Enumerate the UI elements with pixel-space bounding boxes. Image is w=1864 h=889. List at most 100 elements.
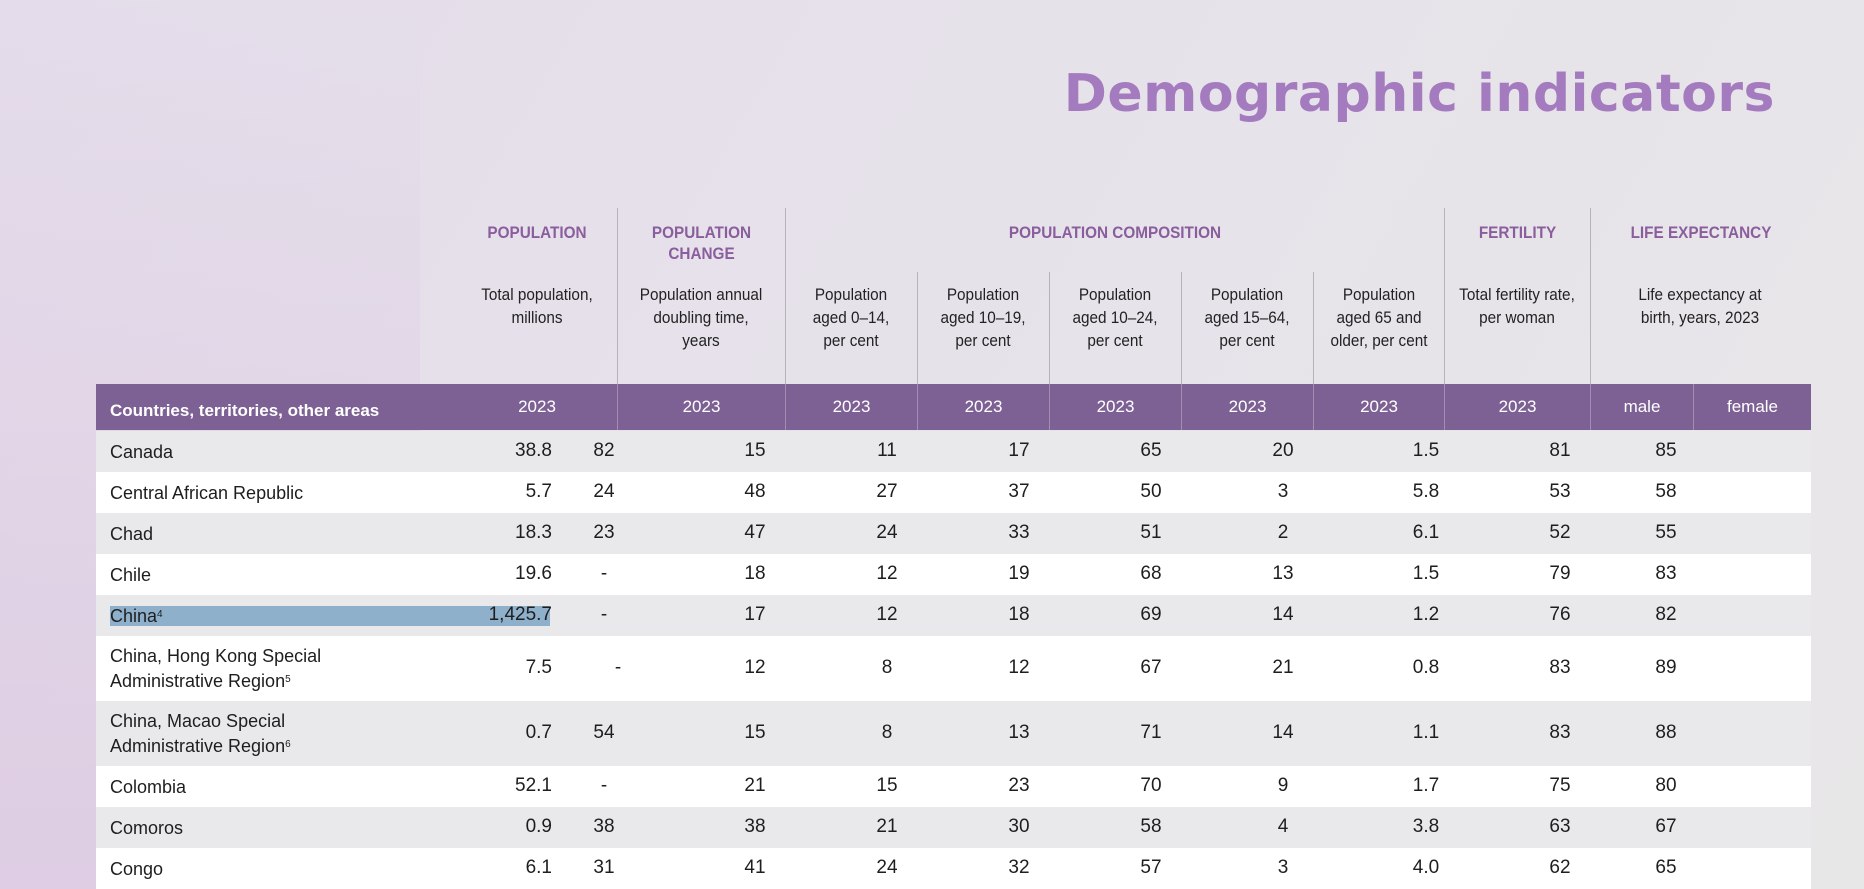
cell-total-population: 18.3: [515, 521, 552, 543]
cell-dbl: 82: [593, 439, 615, 461]
divider: [1313, 384, 1314, 430]
cell-total-population: 0.9: [525, 815, 552, 837]
cell-a1024: 33: [1008, 521, 1030, 543]
divider: [917, 384, 918, 430]
cell-a1564: 57: [1140, 856, 1162, 878]
cell-total-population: 1,425.7: [488, 603, 552, 625]
cell-male: 81: [1549, 439, 1571, 461]
cell-a1024: 12: [1008, 656, 1030, 678]
group-header-population-composition: POPULATION COMPOSITION: [1008, 223, 1222, 242]
cell-a65: 9: [1277, 774, 1289, 796]
cell-a1019: 11: [877, 439, 897, 461]
cell-tfr: 1.5: [1412, 439, 1440, 461]
cell-a1019: 8: [881, 721, 893, 743]
cell-total-population: 0.7: [525, 721, 552, 743]
divider: [1181, 272, 1182, 384]
cell-dbl: 23: [593, 521, 615, 543]
cell-female: 55: [1655, 521, 1677, 543]
divider: [1444, 208, 1445, 384]
header-female: female: [1726, 397, 1779, 416]
cell-dbl: -: [600, 603, 608, 625]
subheader-aged-10-19: Population aged 10–19, per cent: [940, 285, 1026, 350]
cell-a65: 4: [1277, 815, 1289, 837]
country-name: Colombia: [110, 776, 187, 797]
cell-tfr: 1.7: [1412, 774, 1440, 796]
cell-a65: 14: [1272, 721, 1294, 743]
cell-female: 58: [1655, 480, 1677, 502]
subheader-aged-0-14: Population aged 0–14, per cent: [812, 285, 890, 350]
cell-male: 75: [1549, 774, 1571, 796]
cell-a1019: 21: [876, 815, 898, 837]
cell-tfr: 0.8: [1412, 656, 1440, 678]
cell-a014: 15: [744, 721, 766, 743]
header-year: 2023: [832, 397, 871, 416]
cell-a1564: 70: [1140, 774, 1162, 796]
cell-a65: 21: [1272, 656, 1294, 678]
table-row: Canada 38.8 82 15 11 17 65 20 1.5 81 85: [96, 431, 1811, 472]
header-year: 2023: [1498, 397, 1537, 416]
table-row: Chile 19.6 - 18 12 19 68 13 1.5 79 83: [96, 554, 1811, 595]
cell-tfr: 1.2: [1412, 603, 1440, 625]
cell-tfr: 1.1: [1412, 721, 1440, 743]
divider: [785, 384, 786, 430]
cell-female: 89: [1655, 656, 1677, 678]
country-name: Chad: [110, 523, 154, 544]
cell-a1024: 23: [1008, 774, 1030, 796]
group-header-fertility: FERTILITY: [1478, 223, 1557, 242]
cell-a1564: 69: [1140, 603, 1162, 625]
cell-tfr: 4.0: [1412, 856, 1440, 878]
cell-a014: 21: [744, 774, 766, 796]
subheader-aged-65: Population aged 65 and older, per cent: [1330, 285, 1428, 350]
cell-a1564: 67: [1140, 656, 1162, 678]
divider: [1590, 384, 1591, 430]
country-name: Chile: [110, 564, 152, 585]
cell-a1564: 68: [1140, 562, 1162, 584]
cell-total-population: 7.5: [525, 656, 552, 678]
cell-a014: 12: [744, 656, 766, 678]
cell-a1019: 8: [881, 656, 893, 678]
cell-female: 85: [1655, 439, 1677, 461]
cell-total-population: 38.8: [515, 439, 552, 461]
cell-male: 52: [1549, 521, 1571, 543]
cell-tfr: 3.8: [1412, 815, 1440, 837]
header-countries: Countries, territories, other areas: [110, 401, 380, 420]
header-male: male: [1623, 397, 1661, 416]
cell-female: 67: [1655, 815, 1677, 837]
cell-a014: 18: [744, 562, 766, 584]
table-row: Colombia 52.1 - 21 15 23 70 9 1.7 75 80: [96, 766, 1811, 807]
table-row: China, Macao Special Administrative Regio…: [96, 701, 1811, 766]
cell-male: 83: [1549, 721, 1571, 743]
country-name: China, Hong Kong Special Administrative R…: [110, 645, 322, 691]
group-header-life-expectancy: LIFE EXPECTANCY: [1630, 223, 1772, 242]
cell-male: 76: [1549, 603, 1571, 625]
divider: [1693, 384, 1694, 430]
cell-total-population: 19.6: [515, 562, 552, 584]
cell-male: 63: [1549, 815, 1571, 837]
divider: [1181, 384, 1182, 430]
table-row: China, Hong Kong Special Administrative R…: [96, 636, 1811, 701]
cell-female: 80: [1655, 774, 1677, 796]
cell-a014: 17: [744, 603, 766, 625]
subheader-life-expectancy: Life expectancy at birth, years, 2023: [1638, 285, 1762, 327]
cell-total-population: 5.7: [525, 480, 552, 502]
cell-female: 83: [1655, 562, 1677, 584]
cell-a1019: 24: [876, 856, 898, 878]
table-row: China4 1,425.7 - 17 12 18 69 14 1.2 76 82: [96, 595, 1811, 636]
table-row: Central African Republic 5.7 24 48 27 37 50 3 5.…: [96, 472, 1811, 513]
divider: [617, 384, 618, 430]
cell-a014: 15: [744, 439, 766, 461]
cell-tfr: 1.5: [1412, 562, 1440, 584]
cell-a65: 3: [1277, 856, 1289, 878]
subheader-fertility-rate: Total fertility rate, per woman: [1459, 285, 1575, 327]
group-header-population-change: POPULATION CHANGE: [651, 223, 752, 263]
cell-female: 82: [1655, 603, 1677, 625]
cell-a1564: 71: [1140, 721, 1162, 743]
cell-male: 83: [1549, 656, 1571, 678]
country-name: Central African Republic: [110, 482, 304, 503]
cell-a1024: 19: [1008, 562, 1030, 584]
divider: [785, 208, 786, 384]
divider: [917, 272, 918, 384]
cell-a1564: 65: [1140, 439, 1162, 461]
page-title: Demographic indicators: [1063, 64, 1775, 124]
header-year: 2023: [964, 397, 1003, 416]
